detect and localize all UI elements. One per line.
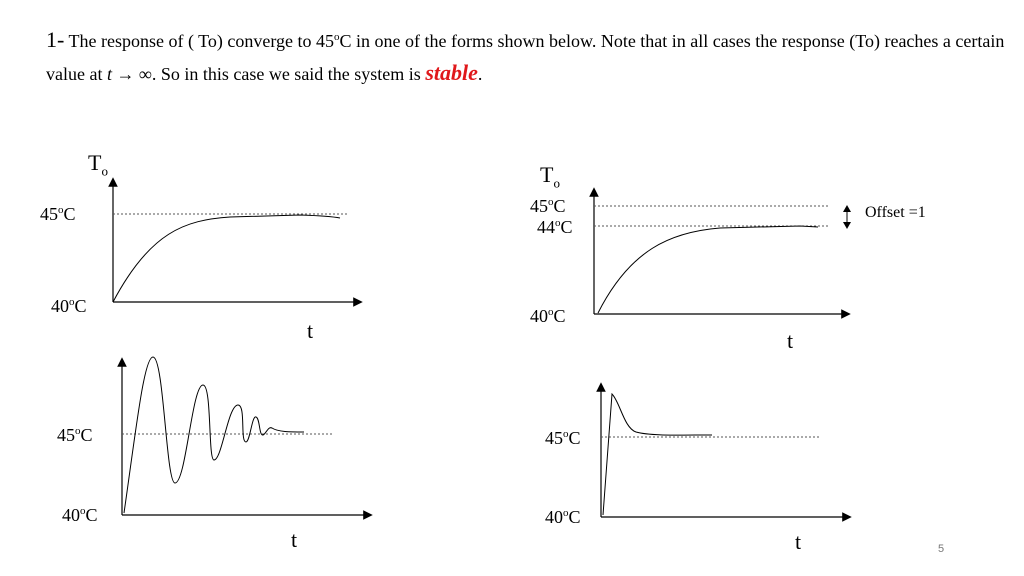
graph4-x-label: t — [795, 529, 802, 554]
page-number: 5 — [938, 543, 945, 555]
graph4-top-value: 45oC — [545, 428, 581, 448]
stable-keyword: stable — [425, 60, 478, 85]
response-curve — [123, 356, 305, 514]
offset-double-arrow — [843, 205, 851, 229]
graph4-bottom-value: 40oC — [545, 507, 581, 527]
graph-first-order — [108, 177, 363, 307]
question-text-part2: C in one of the forms shown below. Note … — [46, 31, 1005, 84]
graph-with-offset — [589, 187, 851, 319]
response-curve — [597, 225, 819, 314]
graph2-y-label: To — [540, 162, 560, 191]
graph3-top-value: 45oC — [57, 425, 93, 445]
question-text-part1: The response of ( To) converge to 45 — [64, 31, 335, 51]
graph3-bottom-value: 40oC — [62, 505, 98, 525]
limit-expression: t → ∞ — [106, 64, 152, 84]
graph-oscillatory — [117, 356, 373, 520]
graph1-x-label: t — [307, 318, 314, 343]
graph2-x-label: t — [787, 328, 794, 353]
response-curve — [602, 392, 713, 516]
graph2-mid-value: 44oC — [537, 217, 573, 237]
graph1-y-label: To — [88, 150, 108, 179]
offset-label: Offset =1 — [865, 204, 926, 221]
graph2-bottom-value: 40oC — [530, 306, 566, 326]
graph2-top-value: 45oC — [530, 196, 566, 216]
graph-overshoot — [596, 382, 852, 522]
response-curve — [112, 214, 341, 303]
question-number: 1- — [46, 27, 65, 52]
question-text: 1- The response of ( To) converge to 45o… — [46, 27, 1005, 85]
graph1-top-value: 45oC — [40, 204, 76, 224]
graph1-bottom-value: 40oC — [51, 296, 87, 316]
question-text-part3: . So in this case we said the system is — [151, 64, 426, 84]
graph3-x-label: t — [291, 527, 298, 552]
